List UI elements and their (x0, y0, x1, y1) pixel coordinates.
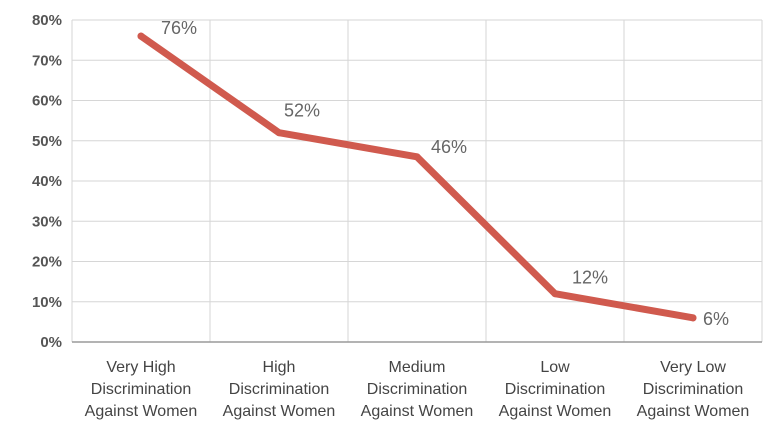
y-tick-label: 0% (40, 334, 62, 351)
y-axis-ticks: 0% 10% 20% 30% 40% 50% 60% 70% 80% (32, 12, 62, 351)
data-label: 6% (703, 309, 729, 329)
x-axis-ticks: Very High Discrimination Against Women High… (85, 359, 750, 420)
data-label: 52% (284, 101, 320, 121)
data-point (551, 290, 559, 298)
data-label: 12% (572, 268, 608, 288)
data-point (689, 314, 697, 322)
y-tick-label: 50% (32, 133, 62, 150)
series (137, 32, 697, 322)
x-tick-label: Very High Discrimination Against Women (85, 359, 198, 420)
y-tick-label: 70% (32, 52, 62, 69)
y-tick-label: 80% (32, 12, 62, 29)
data-labels: 76% 52% 46% 12% 6% (161, 18, 729, 329)
x-tick-label: Low Discrimination Against Women (499, 359, 612, 420)
y-tick-label: 30% (32, 213, 62, 230)
data-label: 46% (431, 137, 467, 157)
data-point (413, 153, 421, 161)
series-line (137, 32, 697, 322)
data-label: 76% (161, 18, 197, 38)
data-point (137, 32, 145, 40)
x-tick-label: Very Low Discrimination Against Women (637, 359, 750, 420)
data-point (275, 129, 283, 137)
y-tick-label: 10% (32, 294, 62, 311)
y-tick-label: 20% (32, 254, 62, 271)
x-tick-label: Medium Discrimination Against Women (361, 359, 474, 420)
y-tick-label: 60% (32, 93, 62, 110)
x-tick-label: High Discrimination Against Women (223, 359, 336, 420)
y-tick-label: 40% (32, 173, 62, 190)
grid-lines (71, 19, 763, 343)
